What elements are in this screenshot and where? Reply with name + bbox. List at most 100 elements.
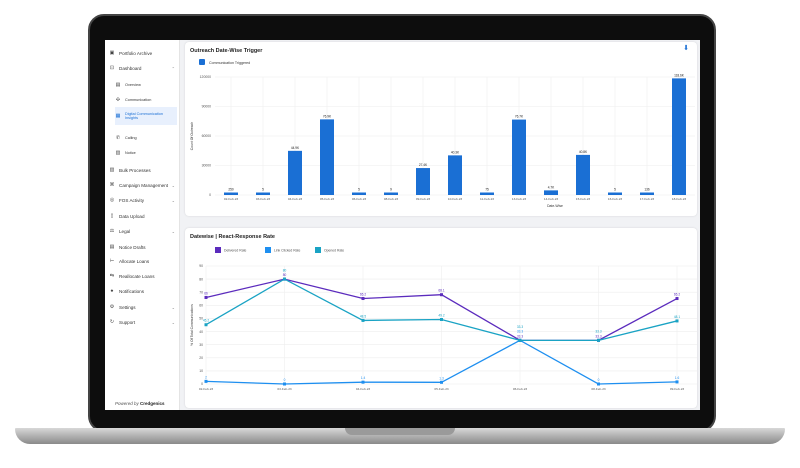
powered-by: Powered by Credgenics (115, 401, 165, 406)
sidebar-item-portfolio-archive[interactable]: ▣ Portfolio Archive (109, 48, 177, 58)
y-tick-label: 20 (199, 356, 203, 360)
sidebar-item-data-upload[interactable]: ▯ Data Upload (109, 211, 177, 221)
x-tick-label: 04-Feb-23 (356, 387, 371, 391)
x-tick-label: 17-Feb-23 (640, 197, 655, 201)
bar (288, 150, 302, 195)
data-label: 80 (283, 273, 287, 277)
download-icon[interactable]: ⬇ (683, 45, 689, 52)
sidebar-item-label: Campaign Management (119, 182, 169, 188)
sidebar-item-label: Notice Drafts (119, 244, 146, 250)
y-tick-label: 90 (199, 264, 203, 268)
data-label: 27.4K (419, 163, 428, 167)
sidebar-item-notifications[interactable]: ♠ Notifications (109, 286, 177, 296)
data-point (597, 382, 600, 386)
y-tick-label: 60 (199, 304, 203, 308)
data-label: 1.3 (439, 376, 444, 380)
legend-label: Communication Triggered (209, 61, 250, 65)
bar (224, 192, 238, 195)
data-label: 5 (614, 188, 616, 192)
data-label: 40.8K (579, 150, 588, 154)
sidebar-item-legal[interactable]: ⚖ Legal ⌄ (109, 226, 177, 236)
sidebar-item-notice-drafts[interactable]: ▤ Notice Drafts (109, 242, 177, 252)
legend-swatch (215, 247, 221, 253)
sidebar-item-support[interactable]: ↻ Support ⌄ (109, 317, 177, 327)
screen: Powered by Credgenics ▣ Portfolio Archive… (105, 40, 700, 410)
x-tick-label: 18-Feb-23 (672, 197, 687, 201)
data-label: 68.1 (438, 289, 444, 293)
notice-icon: ▥ (115, 150, 121, 156)
sidebar-item-reallocate-loans[interactable]: ⇆ Reallocate Loans (109, 271, 177, 281)
sidebar-item-notice[interactable]: ▥ Notice (115, 148, 177, 158)
chevron-down-icon: ⌄ (171, 197, 175, 203)
archive-icon: ▣ (109, 50, 115, 56)
chevron-down-icon: ⌄ (171, 319, 175, 325)
draft-icon: ▤ (109, 244, 115, 250)
sidebar-item-bulk-processes[interactable]: ▥ Bulk Processes (109, 165, 177, 175)
sidebar-item-allocate-loans[interactable]: ⊢ Allocate Loans (109, 256, 177, 266)
sidebar-item-fos-activity[interactable]: ◎ FOS Activity ⌄ (109, 195, 177, 205)
chevron-down-icon: ⌄ (171, 228, 175, 234)
bar (544, 190, 558, 195)
sidebar-item-campaign-management[interactable]: ⌘ Campaign Management ⌄ (109, 180, 177, 190)
insights-icon: ▦ (115, 113, 121, 119)
sidebar-item-label: Reallocate Loans (119, 273, 155, 279)
legend-swatch (265, 247, 271, 253)
bar (384, 192, 398, 195)
upload-icon: ▯ (110, 213, 114, 219)
data-label: 40.3K (451, 150, 460, 154)
sidebar-item-label: Portfolio Archive (119, 50, 153, 56)
data-point (675, 380, 679, 384)
y-tick-label: 10 (199, 369, 203, 373)
sidebar-item-dashboard[interactable]: ⊡ Dashboard ⌃ (109, 63, 177, 73)
data-point (361, 380, 365, 384)
sidebar-item-label: Dashboard (119, 65, 142, 71)
sidebar-item-label: Allocate Loans (119, 258, 150, 264)
data-point (204, 323, 208, 327)
chart-title: Datewise | React-Response Rate (190, 234, 275, 240)
sidebar-item-settings[interactable]: ⚙ Settings ⌄ (109, 302, 177, 312)
x-tick-label: 06-Feb-23 (513, 387, 528, 391)
sidebar-item-label: Notifications (119, 288, 145, 294)
sidebar-item-communication[interactable]: ✣ Communication (115, 95, 177, 105)
data-point (283, 277, 286, 281)
data-label: 45.2 (203, 319, 209, 323)
x-tick-label: 09-Feb-23 (670, 387, 685, 391)
data-label: 80 (283, 269, 287, 273)
y-tick-label: 70 (199, 290, 203, 294)
overview-icon: ▤ (115, 82, 121, 88)
data-label: 65.2 (360, 293, 366, 297)
sidebar-item-digital-communication-insights[interactable]: ▦ Digital Communication Insights (115, 107, 177, 125)
bar (640, 192, 654, 195)
x-tick-label: 03-Feb-23 (277, 387, 292, 391)
y-axis-label: % Of Total Communications (190, 304, 194, 346)
y-tick-label: 0 (201, 382, 203, 386)
y-tick-label: 60000 (202, 134, 212, 138)
bar (672, 78, 686, 195)
data-point (440, 293, 443, 297)
line-chart: Delivered Rate Link Clicked Rate Opened Ra… (190, 247, 697, 391)
sidebar-item-overview[interactable]: ▤ Overview (115, 80, 177, 90)
data-label: 33.3 (517, 325, 523, 329)
data-point (283, 382, 286, 386)
legend-swatch (315, 247, 321, 253)
data-label: 76.9K (323, 114, 332, 118)
data-point (204, 379, 208, 383)
x-tick-label: 11-Feb-23 (480, 197, 494, 201)
dashboard-icon: ⊡ (109, 65, 115, 71)
phone-icon: ✆ (115, 135, 121, 141)
data-point (597, 338, 600, 342)
bar-chart: Communication Triggered 0 30000 60000 90000 1… (190, 59, 695, 208)
sidebar-item-label: Overview (125, 83, 141, 87)
sidebar-item-label: Support (119, 319, 136, 325)
y-axis-label: Count Of Outreach (190, 122, 194, 151)
sidebar-item-calling[interactable]: ✆ Calling (115, 133, 177, 143)
location-icon: ◎ (109, 197, 115, 203)
sidebar-item-label: Notice (125, 151, 136, 155)
x-tick-label: 08-Feb-23 (591, 387, 606, 391)
legend-swatch (199, 59, 205, 65)
x-tick-label: 13-Feb-23 (512, 197, 527, 201)
y-tick-label: 30 (199, 343, 203, 347)
data-point (204, 295, 208, 299)
bell-icon: ♠ (110, 288, 114, 294)
data-label: 33.3 (595, 330, 601, 334)
